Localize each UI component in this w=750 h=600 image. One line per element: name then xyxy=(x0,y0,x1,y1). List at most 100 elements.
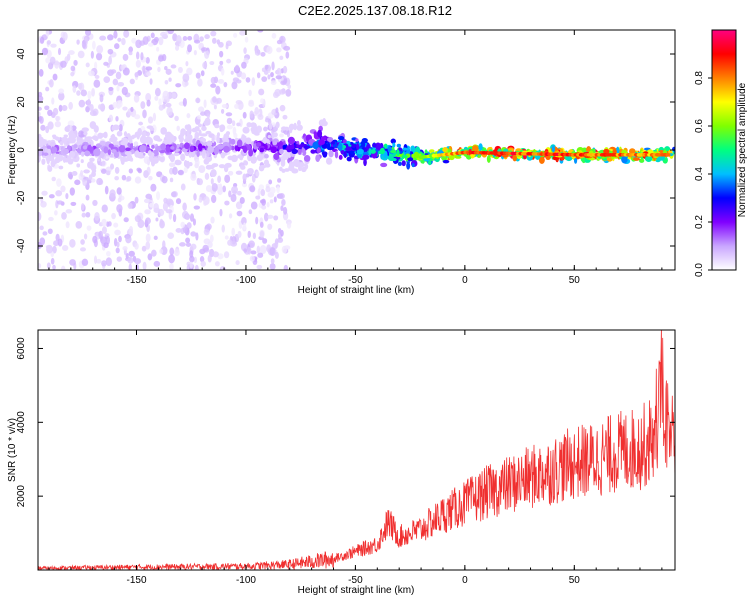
heatmap-cell xyxy=(63,134,68,138)
heatmap-cell xyxy=(226,124,233,130)
heatmap-cell xyxy=(401,160,406,167)
heatmap-cell xyxy=(256,264,263,270)
heatmap-cell xyxy=(209,234,214,243)
heatmap-cell xyxy=(155,217,159,222)
x-tick-label: -100 xyxy=(236,275,256,286)
heatmap-cell xyxy=(200,137,206,142)
heatmap-cell xyxy=(80,239,85,245)
heatmap-cell xyxy=(342,139,347,144)
heatmap-cell xyxy=(259,147,265,153)
heatmap-cell xyxy=(105,257,113,267)
heatmap-cell xyxy=(121,174,127,181)
heatmap-cell xyxy=(195,72,201,79)
heatmap-cell xyxy=(269,199,274,204)
heatmap-cell xyxy=(145,93,152,102)
heatmap-cell xyxy=(202,244,209,252)
heatmap-cell xyxy=(257,113,264,121)
heatmap-cell xyxy=(166,106,173,116)
page-title: C2E2.2025.137.08.18.R12 xyxy=(298,3,452,18)
heatmap-cell xyxy=(269,263,276,270)
x-tick-label: -50 xyxy=(348,275,363,286)
heatmap-cell xyxy=(224,174,231,183)
heatmap-cell xyxy=(274,240,279,249)
heatmap-cell xyxy=(147,150,153,157)
heatmap-cell xyxy=(225,131,231,136)
heatmap-cell xyxy=(38,111,41,117)
heatmap-cell xyxy=(145,57,150,64)
heatmap-cell xyxy=(157,155,162,161)
snr-plot: -150 -100 -50 0 50 2000 4000 6000 Height of str… xyxy=(7,329,676,596)
heatmap-cell xyxy=(158,55,164,62)
heatmap-cell xyxy=(159,248,164,254)
heatmap-cell xyxy=(273,196,277,203)
heatmap-cell xyxy=(233,132,238,139)
heatmap-cell xyxy=(153,260,161,267)
heatmap-cell xyxy=(96,45,104,54)
heatmap-cell xyxy=(368,148,372,156)
heatmap-cell xyxy=(283,264,289,270)
heatmap-cell xyxy=(146,99,151,107)
heatmap-cell xyxy=(124,151,132,156)
heatmap-cell xyxy=(189,213,195,222)
heatmap-cell xyxy=(71,170,78,176)
heatmap-cell xyxy=(94,61,98,71)
colorbar-tick-label: 0.2 xyxy=(694,215,705,229)
heatmap-cell xyxy=(40,124,46,131)
heatmap-cell xyxy=(328,150,334,158)
heatmap-cell xyxy=(152,112,157,122)
heatmap-cell xyxy=(120,141,127,146)
heatmap-cell xyxy=(218,41,224,48)
heatmap-cell xyxy=(77,83,83,90)
heatmap-cell xyxy=(212,96,217,103)
heatmap-cell xyxy=(363,158,367,167)
heatmap-cell xyxy=(52,245,57,254)
heatmap-cell xyxy=(167,232,175,240)
heatmap-cell xyxy=(224,200,230,206)
heatmap-cell xyxy=(573,157,578,164)
heatmap-cell xyxy=(257,188,261,197)
heatmap-cell xyxy=(109,163,115,170)
heatmap-cell xyxy=(204,34,210,40)
heatmap-cell xyxy=(277,178,282,183)
heatmap-cell xyxy=(55,190,63,197)
heatmap-cell xyxy=(272,141,278,146)
heatmap-cell xyxy=(107,48,114,55)
heatmap-cell xyxy=(174,115,179,122)
colorbar-label: Normalized spectral amplitude xyxy=(737,82,748,217)
heatmap-cell xyxy=(79,247,87,252)
heatmap-cell xyxy=(219,60,224,66)
heatmap-cell xyxy=(68,101,73,110)
heatmap-cell xyxy=(175,83,182,88)
heatmap-cell xyxy=(203,158,210,165)
heatmap-cell xyxy=(283,206,288,215)
heatmap-cell xyxy=(94,136,99,142)
heatmap-cell xyxy=(143,198,151,204)
heatmap-cell xyxy=(165,68,172,75)
heatmap-cell xyxy=(226,58,231,64)
heatmap-cell xyxy=(212,37,217,44)
heatmap-cell xyxy=(154,87,161,97)
heatmap-cell xyxy=(89,103,94,112)
heatmap-cell xyxy=(138,121,144,126)
heatmap-cell xyxy=(57,238,63,247)
heatmap-cell xyxy=(264,144,268,150)
heatmap-cell xyxy=(248,209,253,215)
y-tick-label: 20 xyxy=(16,96,27,108)
heatmap-cell xyxy=(261,198,266,206)
heatmap-cell xyxy=(185,237,191,244)
y-tick-label: -20 xyxy=(16,190,27,205)
heatmap-cell xyxy=(279,148,284,155)
heatmap-cell xyxy=(250,250,257,255)
heatmap-cell xyxy=(147,253,153,261)
heatmap-cell xyxy=(206,140,213,147)
colorbar-frame xyxy=(711,29,737,271)
heatmap-cell xyxy=(234,145,239,152)
heatmap-cell xyxy=(190,243,197,250)
heatmap-cell xyxy=(62,31,68,41)
heatmap-cell xyxy=(257,252,264,258)
heatmap-cell xyxy=(60,60,67,68)
heatmap-cell xyxy=(234,103,239,109)
heatmap-cell xyxy=(115,115,119,122)
heatmap-cell xyxy=(397,161,402,166)
heatmap-cell xyxy=(270,80,277,86)
